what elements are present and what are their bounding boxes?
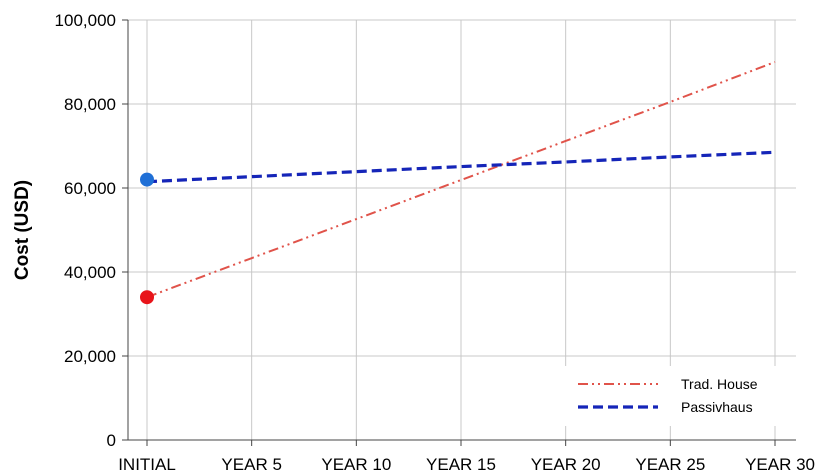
legend-box xyxy=(564,366,782,426)
series-lines xyxy=(146,61,776,299)
y-tick-label: 60,000 xyxy=(64,179,116,198)
x-tick-label: YEAR 20 xyxy=(531,455,601,474)
start-markers xyxy=(140,172,154,305)
y-tick-label: 20,000 xyxy=(64,347,116,366)
y-tick-label: 0 xyxy=(107,431,116,450)
x-tick-labels: INITIAL YEAR 5 YEAR 10 YEAR 15 YEAR 20 YEAR 2… xyxy=(118,455,815,474)
axes xyxy=(127,20,796,441)
start-marker-trad-house xyxy=(140,290,154,305)
x-tick-label: YEAR 10 xyxy=(321,455,391,474)
y-tick-label: 100,000 xyxy=(55,11,116,30)
x-tick-label: YEAR 30 xyxy=(745,455,815,474)
legend: Trad. House Passivhaus xyxy=(564,366,782,426)
x-tick-label: YEAR 15 xyxy=(426,455,496,474)
x-tick-label: INITIAL xyxy=(118,455,176,474)
y-tick-label: 40,000 xyxy=(64,263,116,282)
y-axis-title: Cost (USD) xyxy=(12,180,33,280)
x-tick-label: YEAR 5 xyxy=(221,455,281,474)
y-tick-label: 80,000 xyxy=(64,95,116,114)
y-tick-labels: 0 20,000 40,000 60,000 80,000 100,000 xyxy=(55,11,116,450)
x-tick-label: YEAR 25 xyxy=(635,455,705,474)
legend-label: Trad. House xyxy=(681,376,758,392)
legend-label: Passivhaus xyxy=(681,399,753,415)
start-marker-passivhaus xyxy=(140,172,154,187)
series-line-trad-house xyxy=(146,61,776,299)
